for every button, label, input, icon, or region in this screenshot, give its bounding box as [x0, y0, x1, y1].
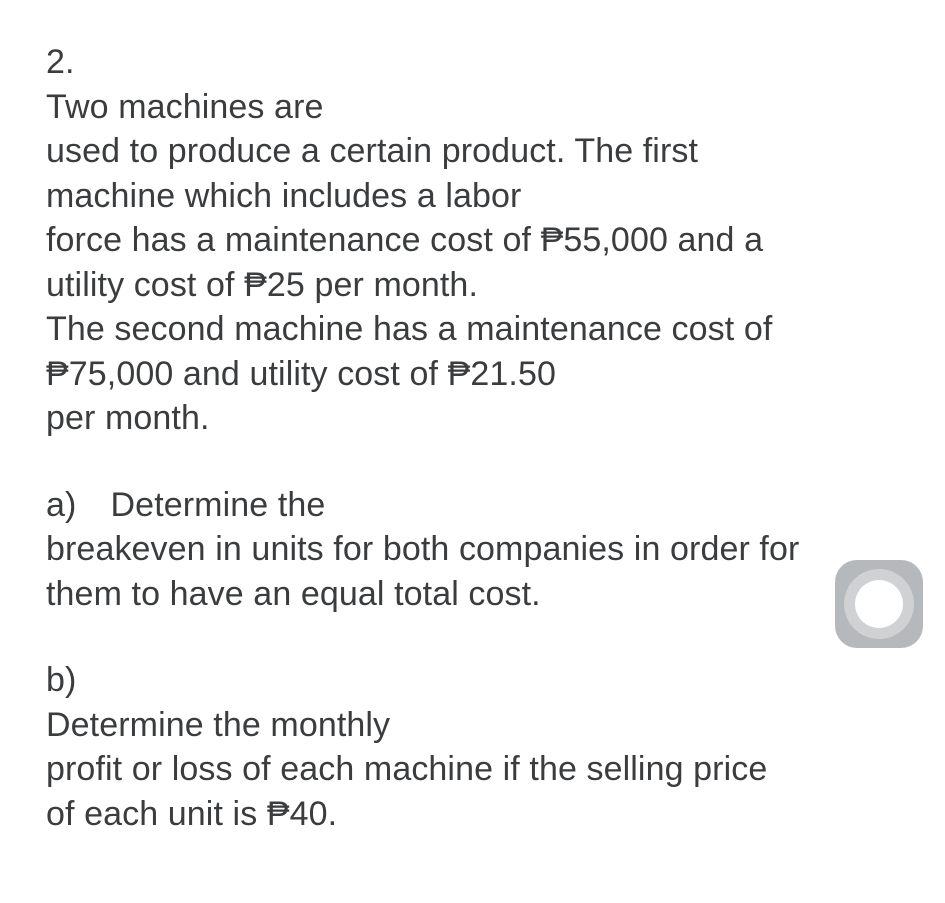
part-a-line: a) Determine the	[46, 483, 915, 528]
body-line: ₱75,000 and utility cost of ₱21.50	[46, 352, 915, 397]
part-b-line: of each unit is ₱40.	[46, 792, 915, 837]
part-b: b) Determine the monthly profit or loss …	[46, 658, 915, 836]
body-line: used to produce a certain product. The f…	[46, 129, 915, 174]
part-a: a) Determine the breakeven in units for …	[46, 483, 915, 617]
problem-page: 2. Two machines are used to produce a ce…	[0, 0, 945, 903]
problem-number: 2.	[46, 40, 915, 85]
body-line: force has a maintenance cost of ₱55,000 …	[46, 218, 915, 263]
part-a-line: breakeven in units for both companies in…	[46, 527, 915, 572]
part-b-line: profit or loss of each machine if the se…	[46, 747, 915, 792]
body-line: Two machines are	[46, 85, 915, 130]
assistive-touch-inner-icon	[855, 580, 903, 628]
part-a-line: them to have an equal total cost.	[46, 572, 915, 617]
body-line: per month.	[46, 396, 915, 441]
problem-body: 2. Two machines are used to produce a ce…	[46, 40, 915, 441]
assistive-touch-button[interactable]	[835, 560, 923, 648]
assistive-touch-ring-icon	[844, 569, 914, 639]
body-line: The second machine has a maintenance cos…	[46, 307, 915, 352]
body-line: machine which includes a labor	[46, 174, 915, 219]
part-b-line: Determine the monthly	[46, 703, 915, 748]
body-line: utility cost of ₱25 per month.	[46, 263, 915, 308]
part-b-line: b)	[46, 658, 915, 703]
